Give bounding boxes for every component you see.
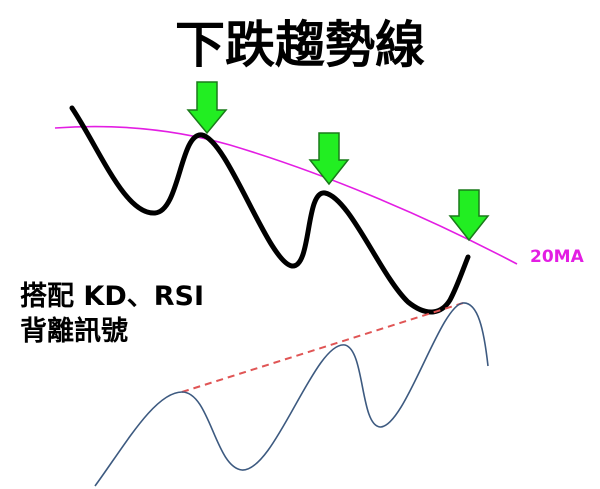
down-arrow-icon — [186, 81, 228, 135]
note-line-1: 搭配 KD、RSI — [20, 281, 204, 312]
divergence-line — [181, 302, 464, 393]
ma-line — [54, 125, 518, 265]
down-arrow-icon — [448, 189, 490, 242]
diagram-title: 下跌趨勢線 — [175, 16, 425, 74]
note-line-2: 背離訊號 — [20, 315, 128, 347]
down-arrow-1 — [186, 81, 228, 135]
oscillator-curve — [94, 302, 489, 487]
down-arrow-3 — [448, 189, 490, 242]
ma-label: 20MA — [530, 247, 585, 267]
down-arrow-2 — [308, 132, 350, 186]
down-arrow-icon — [308, 132, 350, 186]
price-curve — [69, 105, 471, 315]
